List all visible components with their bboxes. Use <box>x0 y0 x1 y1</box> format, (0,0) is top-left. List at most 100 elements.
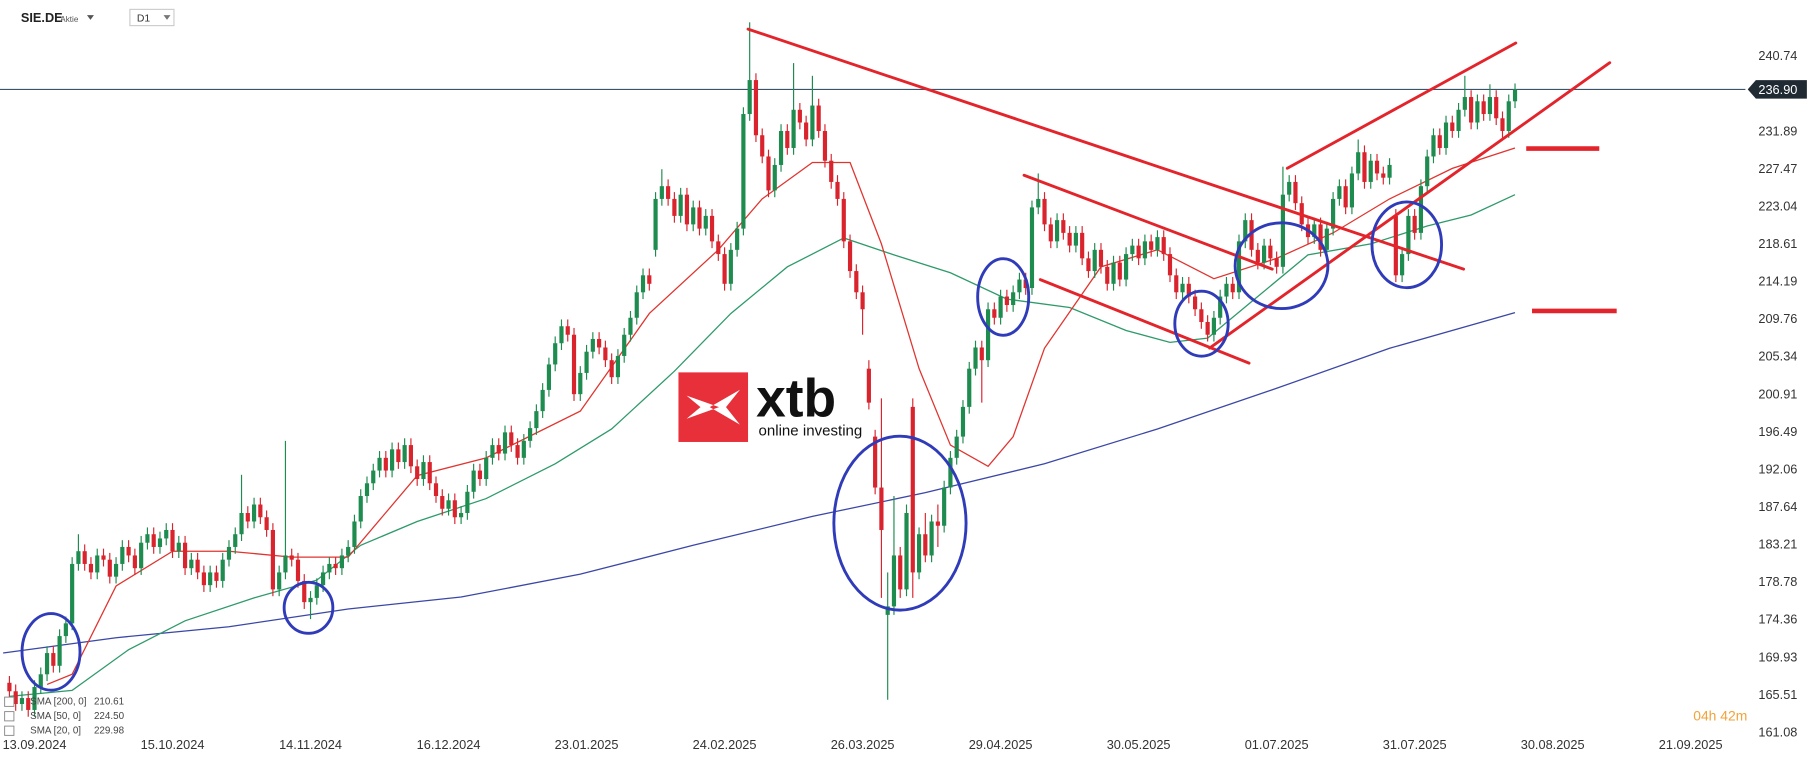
candle-body <box>835 181 840 199</box>
legend: SMA [200, 0] 210.61 SMA [50, 0] 224.50 SMA [… <box>4 696 125 736</box>
logo-mark <box>678 372 749 442</box>
candle-body <box>1117 262 1122 280</box>
candle-body <box>697 207 702 229</box>
candle-body <box>1067 232 1072 246</box>
candle-body <box>496 445 501 454</box>
candle-body <box>440 496 445 509</box>
candle-body <box>628 317 633 335</box>
candle-body <box>113 563 119 577</box>
candle-body <box>314 585 319 598</box>
candle-body <box>553 343 558 365</box>
candle-body <box>339 555 344 569</box>
candle-body <box>182 542 188 569</box>
candle-body <box>584 351 589 373</box>
candle-body <box>985 309 991 361</box>
y-tick-label: 209.76 <box>1758 311 1797 326</box>
candle-body <box>1205 322 1210 335</box>
candle-body <box>38 674 43 688</box>
candle-body <box>1186 283 1191 297</box>
ma-line <box>9 194 1516 698</box>
candle-body <box>678 194 683 216</box>
candle-body <box>1004 296 1009 306</box>
candle-body <box>653 198 658 250</box>
candle-body <box>898 555 903 590</box>
candle-body <box>13 691 18 705</box>
candle-body <box>415 466 420 480</box>
candle-body <box>490 445 495 458</box>
candle-body <box>1400 254 1405 276</box>
trend-line <box>1285 41 1518 170</box>
dropdown-arrow[interactable] <box>163 15 171 20</box>
candle-body <box>327 563 332 573</box>
candle-body <box>841 198 846 242</box>
candle-body <box>295 559 301 581</box>
candle-body <box>1337 186 1342 199</box>
timeframe[interactable]: D1 <box>137 13 151 24</box>
candle-body <box>1368 160 1373 182</box>
y-tick-label: 192.06 <box>1758 461 1797 476</box>
candle-body <box>1500 118 1505 132</box>
candle-body <box>226 546 232 560</box>
symbol[interactable]: SIE.DE <box>21 10 63 25</box>
candle-body <box>1381 173 1386 178</box>
candle-body <box>1331 198 1336 229</box>
candle-body <box>804 122 809 140</box>
timeframe-box[interactable] <box>129 8 175 27</box>
candle-body <box>1481 101 1486 115</box>
candle-body <box>1287 181 1292 195</box>
candle-body <box>1243 220 1248 242</box>
x-tick-label: 01.07.2025 <box>1245 737 1309 752</box>
candle-body <box>164 529 169 539</box>
moving-averages <box>0 88 1746 698</box>
x-tick-label: 16.12.2024 <box>417 737 481 752</box>
candle-body <box>634 292 639 318</box>
candle-body <box>728 249 733 284</box>
candle-body <box>289 555 294 560</box>
candle-body <box>88 563 94 573</box>
candle-body <box>358 496 363 522</box>
dropdown-arrow[interactable] <box>86 15 94 20</box>
candle-body <box>1512 89 1518 102</box>
candle-body <box>998 296 1003 318</box>
candle-body <box>597 338 602 348</box>
candle-body <box>716 241 721 255</box>
legend-value: 210.61 <box>94 696 124 707</box>
logo-text: xtb <box>756 370 836 429</box>
candle-body <box>459 513 464 518</box>
y-tick-label: 161.08 <box>1758 724 1797 739</box>
candle-body <box>1054 220 1060 242</box>
candle-body <box>44 653 50 675</box>
candle-body <box>421 462 426 480</box>
candle-body <box>26 698 31 710</box>
candle-body <box>390 449 395 471</box>
candle-body <box>139 542 144 569</box>
candle-body <box>772 164 777 191</box>
candle-body <box>929 521 934 556</box>
candle-body <box>1475 101 1480 123</box>
candle-body <box>935 521 940 526</box>
candle-body <box>891 555 897 607</box>
candle-body <box>910 406 915 573</box>
y-tick-label: 200.91 <box>1758 386 1797 401</box>
candle-body <box>251 504 257 522</box>
candle-body <box>571 334 577 395</box>
candle-body <box>471 470 476 492</box>
trend-line <box>1208 61 1612 350</box>
candle-body <box>923 534 928 556</box>
y-tick-label: 183.21 <box>1758 537 1797 552</box>
candle-body <box>1092 249 1097 272</box>
logo: xtb online investing <box>678 370 862 442</box>
candle-body <box>446 500 451 509</box>
candle-body <box>916 534 922 573</box>
candle-body <box>270 529 275 590</box>
candle-body <box>647 275 652 284</box>
candle-body <box>208 572 213 586</box>
candle-body <box>854 271 859 293</box>
candle-body <box>95 555 100 573</box>
legend-name: SMA [50, 0] <box>30 711 81 722</box>
candle-body <box>477 470 483 480</box>
candle-body <box>126 546 131 556</box>
candle-body <box>170 529 175 552</box>
candle-body <box>747 80 752 115</box>
candle-body <box>829 160 834 182</box>
